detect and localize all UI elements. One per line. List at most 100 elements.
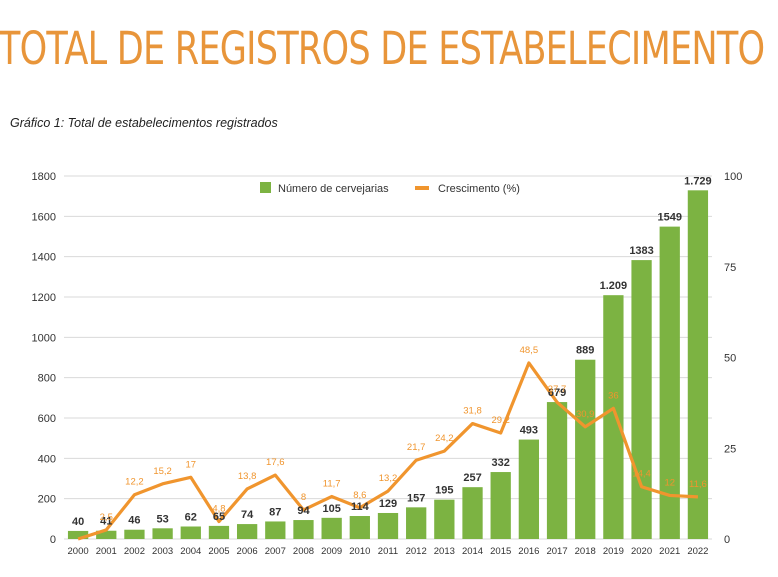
legend-label-line: Crescimento (%): [438, 183, 520, 195]
legend-swatch-line: [415, 186, 429, 190]
page-title: TOTAL DE REGISTROS DE ESTABELECIMENTO: [0, 22, 765, 75]
bar: [208, 525, 230, 539]
bar: [687, 190, 709, 539]
bar-data-label: 65: [213, 511, 225, 523]
x-tick-label: 2011: [378, 546, 398, 557]
legend-layer: Número de cervejarias Crescimento (%): [260, 182, 520, 195]
y-left-tick-label: 600: [38, 413, 56, 425]
line-data-label: 31,8: [463, 406, 482, 417]
y-left-tick-label: 1000: [32, 332, 56, 344]
bar: [67, 530, 89, 539]
y-right-tick-label: 50: [724, 353, 736, 365]
bar: [575, 359, 596, 539]
bar-data-label: 1.209: [600, 280, 628, 292]
x-tick-label: 2014: [462, 546, 483, 557]
x-tick-label: 2020: [631, 546, 652, 557]
bar-data-label: 94: [297, 505, 310, 517]
bar-data-label: 53: [156, 513, 168, 525]
bar-data-label: 1549: [657, 212, 681, 224]
line-data-label: 24,2: [435, 433, 454, 444]
bar: [490, 472, 511, 539]
x-tick-label: 2001: [96, 546, 117, 557]
y-left-tick-label: 1400: [32, 252, 56, 264]
legend-swatch-bars: [260, 182, 271, 193]
y-right-tick-label: 75: [724, 262, 736, 274]
y-left-tick-label: 1200: [32, 292, 56, 304]
y-left-tick-label: 200: [38, 494, 56, 506]
line-data-label: 21,7: [407, 442, 426, 453]
line-data-label: 12: [664, 477, 675, 488]
bar: [265, 521, 286, 539]
bar-data-label: 74: [241, 509, 254, 521]
bar: [518, 439, 540, 539]
line-data-label: 8: [301, 492, 306, 503]
y-left-tick-label: 0: [50, 534, 56, 546]
x-tick-label: 2016: [518, 546, 539, 557]
bar: [180, 526, 201, 539]
bar-data-label: 40: [72, 516, 84, 528]
bar-data-label: 257: [463, 472, 481, 484]
x-tick-label: 2008: [293, 546, 314, 557]
y-left-tick-label: 400: [38, 453, 56, 465]
x-tick-label: 2002: [124, 546, 145, 557]
bar: [603, 295, 624, 539]
bar: [321, 517, 342, 539]
line-data-label: 48,5: [520, 345, 539, 356]
x-tick-label: 2019: [603, 546, 624, 557]
x-tick-label: 2017: [546, 546, 567, 557]
x-tick-label: 2022: [687, 546, 708, 557]
bar: [152, 528, 173, 539]
bar-data-label: 46: [128, 515, 140, 527]
x-tick-label: 2015: [490, 546, 511, 557]
x-tick-label: 2003: [152, 546, 173, 557]
x-tick-label: 2000: [68, 546, 89, 557]
line-data-label: 4,8: [212, 504, 225, 515]
bar-data-label: 129: [379, 498, 397, 510]
x-tick-label: 2010: [349, 546, 370, 557]
legend-label-bars: Número de cervejarias: [278, 183, 389, 195]
x-tick-label: 2012: [406, 546, 427, 557]
y-right-tick-label: 25: [724, 443, 736, 455]
line-data-label: 17,6: [266, 457, 285, 468]
y-left-tick-label: 1800: [32, 171, 56, 183]
line-data-label: 8,6: [353, 490, 366, 501]
bar-data-label: 679: [548, 387, 566, 399]
bar-data-label: 889: [576, 345, 594, 357]
line-data-label: 13,2: [379, 473, 398, 484]
axis-layer: 0 200 400 600 800 1000 1200 1400 1600 1800 0 25 50 75…: [32, 171, 743, 557]
x-tick-label: 2021: [659, 546, 680, 557]
bar: [96, 530, 117, 539]
line-data-label: 29,2: [491, 415, 510, 426]
line-data-label: 15,2: [153, 466, 172, 477]
x-tick-label: 2018: [575, 546, 596, 557]
growth-line: [77, 361, 698, 541]
bar: [546, 402, 568, 539]
x-tick-label: 2007: [265, 546, 286, 557]
y-right-tick-label: 100: [724, 171, 742, 183]
x-tick-label: 2009: [321, 546, 342, 557]
bar-layer: [67, 190, 709, 539]
bar: [659, 226, 680, 539]
bar-data-label: 1383: [629, 245, 653, 257]
bar-data-label: 332: [492, 457, 510, 469]
bar: [462, 487, 483, 539]
bar-data-label: 105: [322, 503, 340, 515]
y-left-tick-label: 800: [38, 373, 56, 385]
y-right-tick-label: 0: [724, 534, 730, 546]
line-data-label: 13,8: [238, 471, 257, 482]
bar-data-label: 1.729: [684, 175, 712, 187]
bar: [377, 512, 399, 539]
bar-data-label: 157: [407, 492, 425, 504]
bar-data-label: 62: [185, 511, 197, 523]
bar-data-label: 114: [351, 501, 370, 513]
x-tick-label: 2006: [237, 546, 258, 557]
label-layer: 40 41 46 53 62 65 74 87 94 105 114 129 157 195 257 332 4…: [72, 175, 712, 528]
line-data-label: 12,2: [125, 477, 144, 488]
bar-data-label: 493: [520, 425, 538, 437]
x-tick-label: 2005: [208, 546, 229, 557]
line-data-label: 14,4: [632, 469, 651, 480]
line-layer: [77, 361, 698, 541]
bar-data-label: 195: [435, 485, 453, 497]
bar: [236, 524, 258, 539]
